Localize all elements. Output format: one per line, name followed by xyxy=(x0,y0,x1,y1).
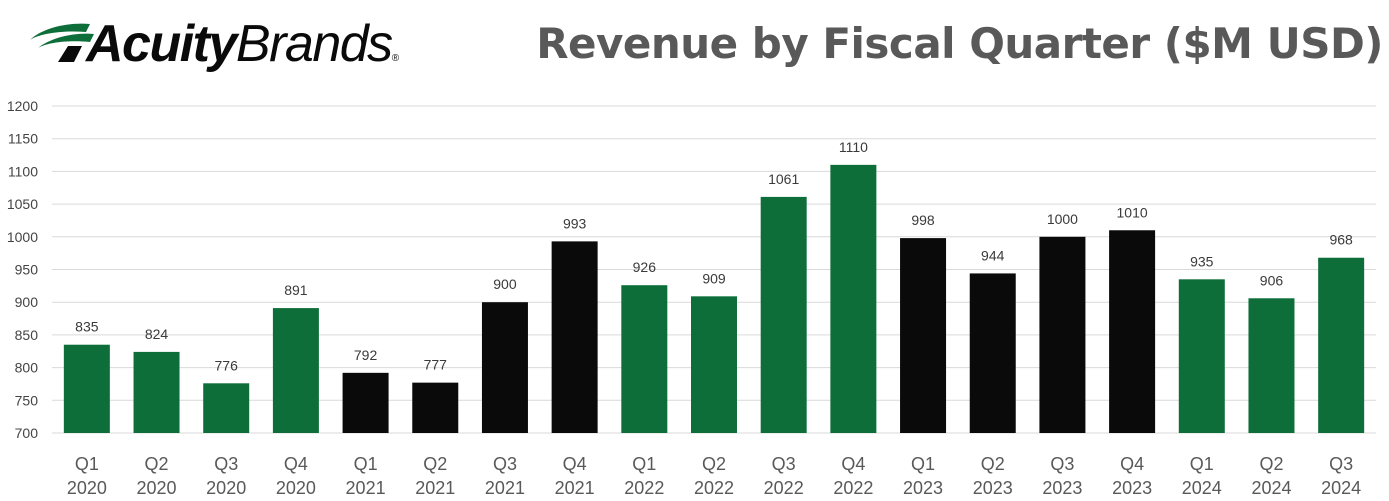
x-tick-year: 2024 xyxy=(1321,478,1361,498)
x-tick-year: 2022 xyxy=(833,478,873,498)
x-tick-year: 2020 xyxy=(206,478,246,498)
data-label: 900 xyxy=(493,276,517,292)
y-tick-label: 800 xyxy=(15,360,39,376)
bar xyxy=(969,273,1016,433)
data-label: 1061 xyxy=(768,171,799,187)
data-label: 891 xyxy=(284,282,308,298)
bar xyxy=(900,238,947,433)
y-tick-label: 1100 xyxy=(8,163,38,179)
data-label: 835 xyxy=(75,319,99,335)
x-tick-year: 2022 xyxy=(764,478,804,498)
x-tick-quarter: Q1 xyxy=(632,454,656,474)
y-tick-label: 1150 xyxy=(8,131,38,147)
data-label: 998 xyxy=(911,212,935,228)
x-tick-quarter: Q1 xyxy=(75,454,99,474)
bar xyxy=(1178,279,1225,433)
data-label: 824 xyxy=(145,326,169,342)
data-label: 944 xyxy=(981,247,1005,263)
x-tick-quarter: Q4 xyxy=(284,454,308,474)
y-tick-label: 850 xyxy=(15,327,39,343)
y-tick-label: 1050 xyxy=(7,196,38,212)
x-tick-year: 2020 xyxy=(276,478,316,498)
chart-title: Revenue by Fiscal Quarter ($M USD) xyxy=(536,19,1383,68)
data-labels: 835 824 776 891 792 777 900 993 926 909 1061 1110 99… xyxy=(75,139,1353,373)
data-label: 1000 xyxy=(1047,211,1078,227)
bar xyxy=(760,196,807,433)
x-tick-quarter: Q4 xyxy=(1120,454,1144,474)
y-tick-label: 1000 xyxy=(7,229,38,245)
data-label: 792 xyxy=(354,347,378,363)
registered-mark: ® xyxy=(391,53,399,64)
x-tick-quarter: Q2 xyxy=(702,454,726,474)
bar xyxy=(1109,230,1156,433)
data-label: 1010 xyxy=(1117,204,1148,220)
x-axis-labels: Q1 2020 Q2 2020 Q3 2020 Q4 2020 Q1 2021 Q2 2021 Q3 20… xyxy=(67,454,1361,498)
y-tick-label: 950 xyxy=(15,262,39,278)
data-label: 777 xyxy=(424,357,448,373)
x-tick-quarter: Q3 xyxy=(1329,454,1353,474)
bar xyxy=(342,372,389,433)
x-tick-quarter: Q1 xyxy=(1190,454,1214,474)
x-tick-quarter: Q3 xyxy=(493,454,517,474)
data-label: 993 xyxy=(563,215,587,231)
bar xyxy=(1318,257,1365,433)
data-label: 926 xyxy=(633,259,657,275)
data-label: 776 xyxy=(215,357,239,373)
x-tick-year: 2022 xyxy=(694,478,734,498)
bar xyxy=(621,285,668,433)
bar xyxy=(481,302,528,433)
acuity-brands-logo: AcuityBrands® xyxy=(28,14,438,74)
bar xyxy=(1248,298,1295,433)
x-tick-year: 2022 xyxy=(624,478,664,498)
x-tick-quarter: Q4 xyxy=(563,454,587,474)
x-tick-quarter: Q2 xyxy=(981,454,1005,474)
x-tick-year: 2020 xyxy=(67,478,107,498)
bar xyxy=(691,296,737,433)
logo-wordmark: AcuityBrands® xyxy=(86,14,399,89)
y-tick-label: 750 xyxy=(15,392,39,408)
bar xyxy=(133,351,180,433)
x-tick-year: 2024 xyxy=(1182,478,1222,498)
x-tick-year: 2023 xyxy=(973,478,1013,498)
bar xyxy=(412,382,459,433)
x-tick-year: 2021 xyxy=(555,478,595,498)
x-tick-year: 2023 xyxy=(1112,478,1152,498)
y-tick-label: 700 xyxy=(15,425,39,441)
bar xyxy=(272,308,319,433)
swoosh-logo-icon xyxy=(30,23,94,62)
data-label: 935 xyxy=(1190,253,1214,269)
x-tick-quarter: Q2 xyxy=(423,454,447,474)
logo-word-acuity: Acuity xyxy=(86,15,237,73)
x-tick-quarter: Q1 xyxy=(354,454,378,474)
bar xyxy=(203,383,250,433)
data-label: 968 xyxy=(1329,232,1353,248)
x-tick-year: 2024 xyxy=(1251,478,1291,498)
y-tick-label: 900 xyxy=(15,294,39,310)
x-tick-quarter: Q4 xyxy=(841,454,865,474)
bar xyxy=(63,344,110,433)
x-tick-year: 2021 xyxy=(346,478,386,498)
x-tick-quarter: Q2 xyxy=(145,454,169,474)
x-tick-quarter: Q3 xyxy=(1050,454,1074,474)
x-tick-quarter: Q3 xyxy=(214,454,238,474)
bar xyxy=(830,164,877,434)
x-tick-year: 2020 xyxy=(137,478,177,498)
bar xyxy=(551,241,598,433)
x-tick-quarter: Q3 xyxy=(772,454,796,474)
bar xyxy=(1039,236,1086,433)
y-tick-label: 1200 xyxy=(7,98,38,114)
x-tick-year: 2023 xyxy=(903,478,943,498)
bars xyxy=(63,164,1365,434)
x-tick-year: 2021 xyxy=(485,478,525,498)
data-label: 906 xyxy=(1260,272,1284,288)
x-tick-quarter: Q2 xyxy=(1259,454,1283,474)
logo-word-brands: Brands xyxy=(235,15,393,73)
data-label: 909 xyxy=(702,270,726,286)
x-tick-quarter: Q1 xyxy=(911,454,935,474)
x-tick-year: 2021 xyxy=(415,478,455,498)
x-tick-year: 2023 xyxy=(1042,478,1082,498)
data-label: 1110 xyxy=(839,139,868,155)
y-axis-ticks: 700 750 800 850 900 950 1000 1050 1100 1150 1200 xyxy=(7,98,38,441)
